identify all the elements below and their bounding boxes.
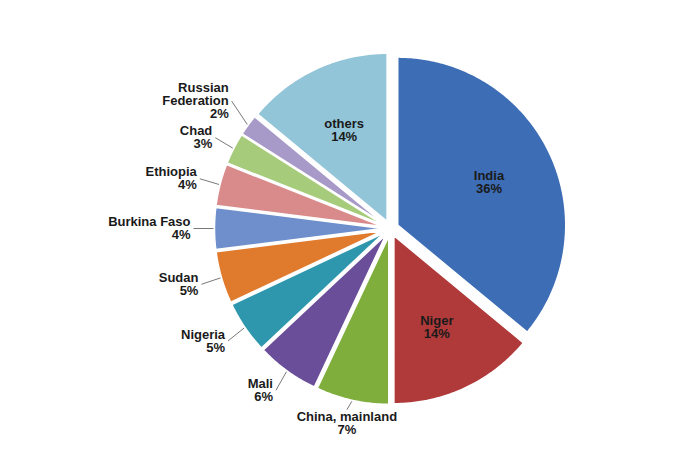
svg-text:Sudan5%: Sudan5% xyxy=(159,270,199,298)
svg-text:RussianFederation2%: RussianFederation2% xyxy=(162,80,229,121)
svg-text:Mali6%: Mali6% xyxy=(248,376,274,404)
svg-text:others14%: others14% xyxy=(324,116,364,144)
svg-text:Ethiopia4%: Ethiopia4% xyxy=(146,164,198,192)
svg-text:China, mainland7%: China, mainland7% xyxy=(297,409,397,437)
svg-text:Burkina Faso4%: Burkina Faso4% xyxy=(108,214,191,242)
svg-text:Niger14%: Niger14% xyxy=(420,313,453,341)
svg-text:Nigeria5%: Nigeria5% xyxy=(181,327,226,355)
svg-text:Chad3%: Chad3% xyxy=(180,123,213,151)
svg-text:India36%: India36% xyxy=(474,168,505,196)
